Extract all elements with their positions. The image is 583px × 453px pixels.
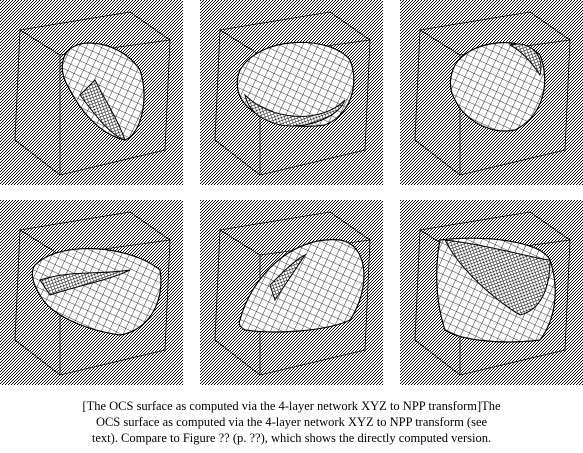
- wireframe-dense: [244, 93, 346, 127]
- wireframe-surface: [61, 42, 145, 141]
- figure: [0, 0, 583, 385]
- caption: [The OCS surface as computed via the 4-l…: [0, 398, 583, 446]
- surface-plot: [0, 0, 183, 185]
- caption-line: text). Compare to Figure ?? (p. ??), whi…: [91, 431, 492, 445]
- wireframe-dense: [269, 253, 307, 302]
- wireframe-dense: [444, 239, 551, 316]
- wireframe-dense: [508, 43, 542, 77]
- surface-plot: [0, 200, 183, 385]
- wireframe-surface: [238, 239, 365, 333]
- surface-plot: [200, 0, 383, 185]
- wireframe-dense: [79, 79, 126, 141]
- wireframe-surface: [236, 41, 355, 127]
- caption-line: OCS surface as computed via the 4-layer …: [95, 415, 488, 429]
- wireframe-dense: [39, 269, 131, 296]
- surface-plot: [200, 200, 383, 385]
- wireframe-surface: [449, 42, 546, 132]
- caption-line: [The OCS surface as computed via the 4-l…: [82, 399, 501, 413]
- surface-plot: [400, 200, 583, 385]
- panels: [0, 0, 583, 385]
- surface-plot: [400, 0, 583, 185]
